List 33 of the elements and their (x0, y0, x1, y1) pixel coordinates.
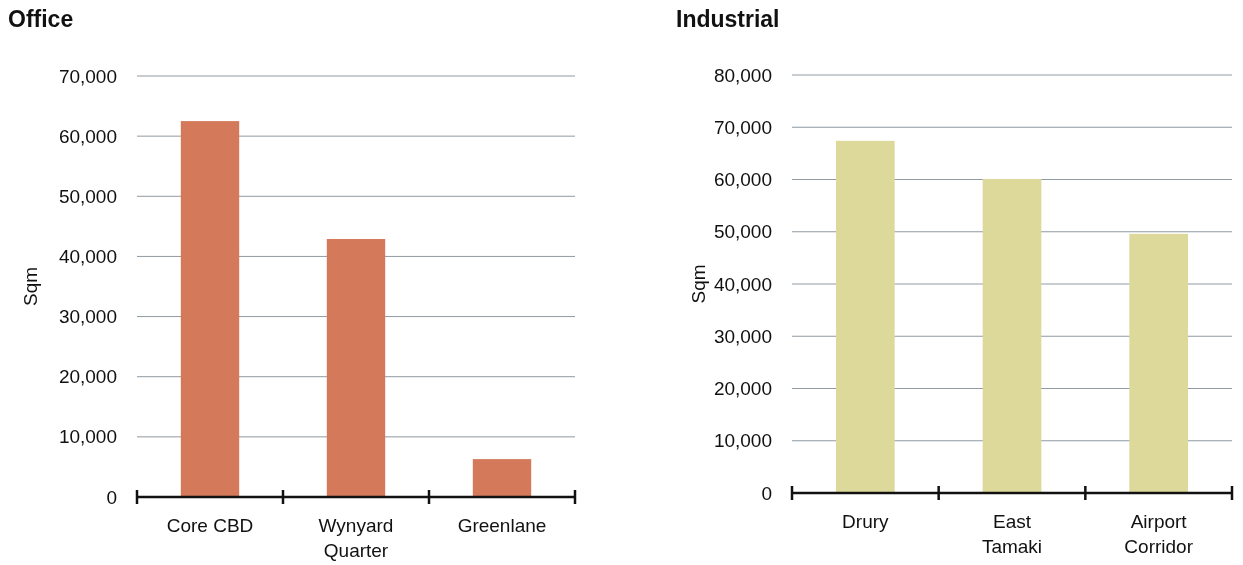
y-tick-label: 40,000 (713, 273, 772, 295)
y-tick-label: 30,000 (58, 306, 117, 328)
bar (326, 238, 386, 497)
y-tick-label: 50,000 (713, 221, 772, 243)
bar (982, 178, 1042, 493)
y-tick-label: 70,000 (713, 116, 772, 138)
y-tick-label: 60,000 (713, 169, 772, 191)
y-tick-label: 40,000 (58, 246, 117, 268)
y-tick-label: 10,000 (713, 430, 772, 452)
bar (836, 140, 895, 493)
y-tick-label: 0 (761, 482, 772, 504)
x-tick-label: Greenlane (457, 515, 547, 536)
y-tick-label: 20,000 (713, 378, 772, 400)
y-tick-label: 30,000 (713, 325, 772, 347)
bar (180, 121, 240, 497)
x-tick-label: Drury (842, 511, 890, 532)
x-tick-label: Core CBD (166, 515, 254, 536)
x-tick-label: East Tamaki (981, 511, 1043, 557)
bar (1129, 233, 1188, 493)
y-tick-label: 10,000 (58, 426, 117, 448)
y-tick-label: 50,000 (58, 185, 117, 207)
y-axis-title: Sqm (20, 266, 41, 307)
y-tick-label: 0 (106, 486, 117, 508)
bar (472, 459, 532, 497)
y-tick-label: 70,000 (58, 65, 117, 87)
x-tick-label: Airport Corridor (1124, 511, 1194, 557)
x-tick-label: Wynyard Quarter (318, 515, 394, 561)
chart-title: Office (8, 6, 74, 32)
y-axis-title: Sqm (688, 264, 709, 304)
chart-title: Industrial (676, 6, 780, 32)
y-tick-label: 60,000 (58, 125, 117, 147)
y-tick-label: 20,000 (58, 366, 117, 388)
y-tick-label: 80,000 (713, 64, 772, 86)
